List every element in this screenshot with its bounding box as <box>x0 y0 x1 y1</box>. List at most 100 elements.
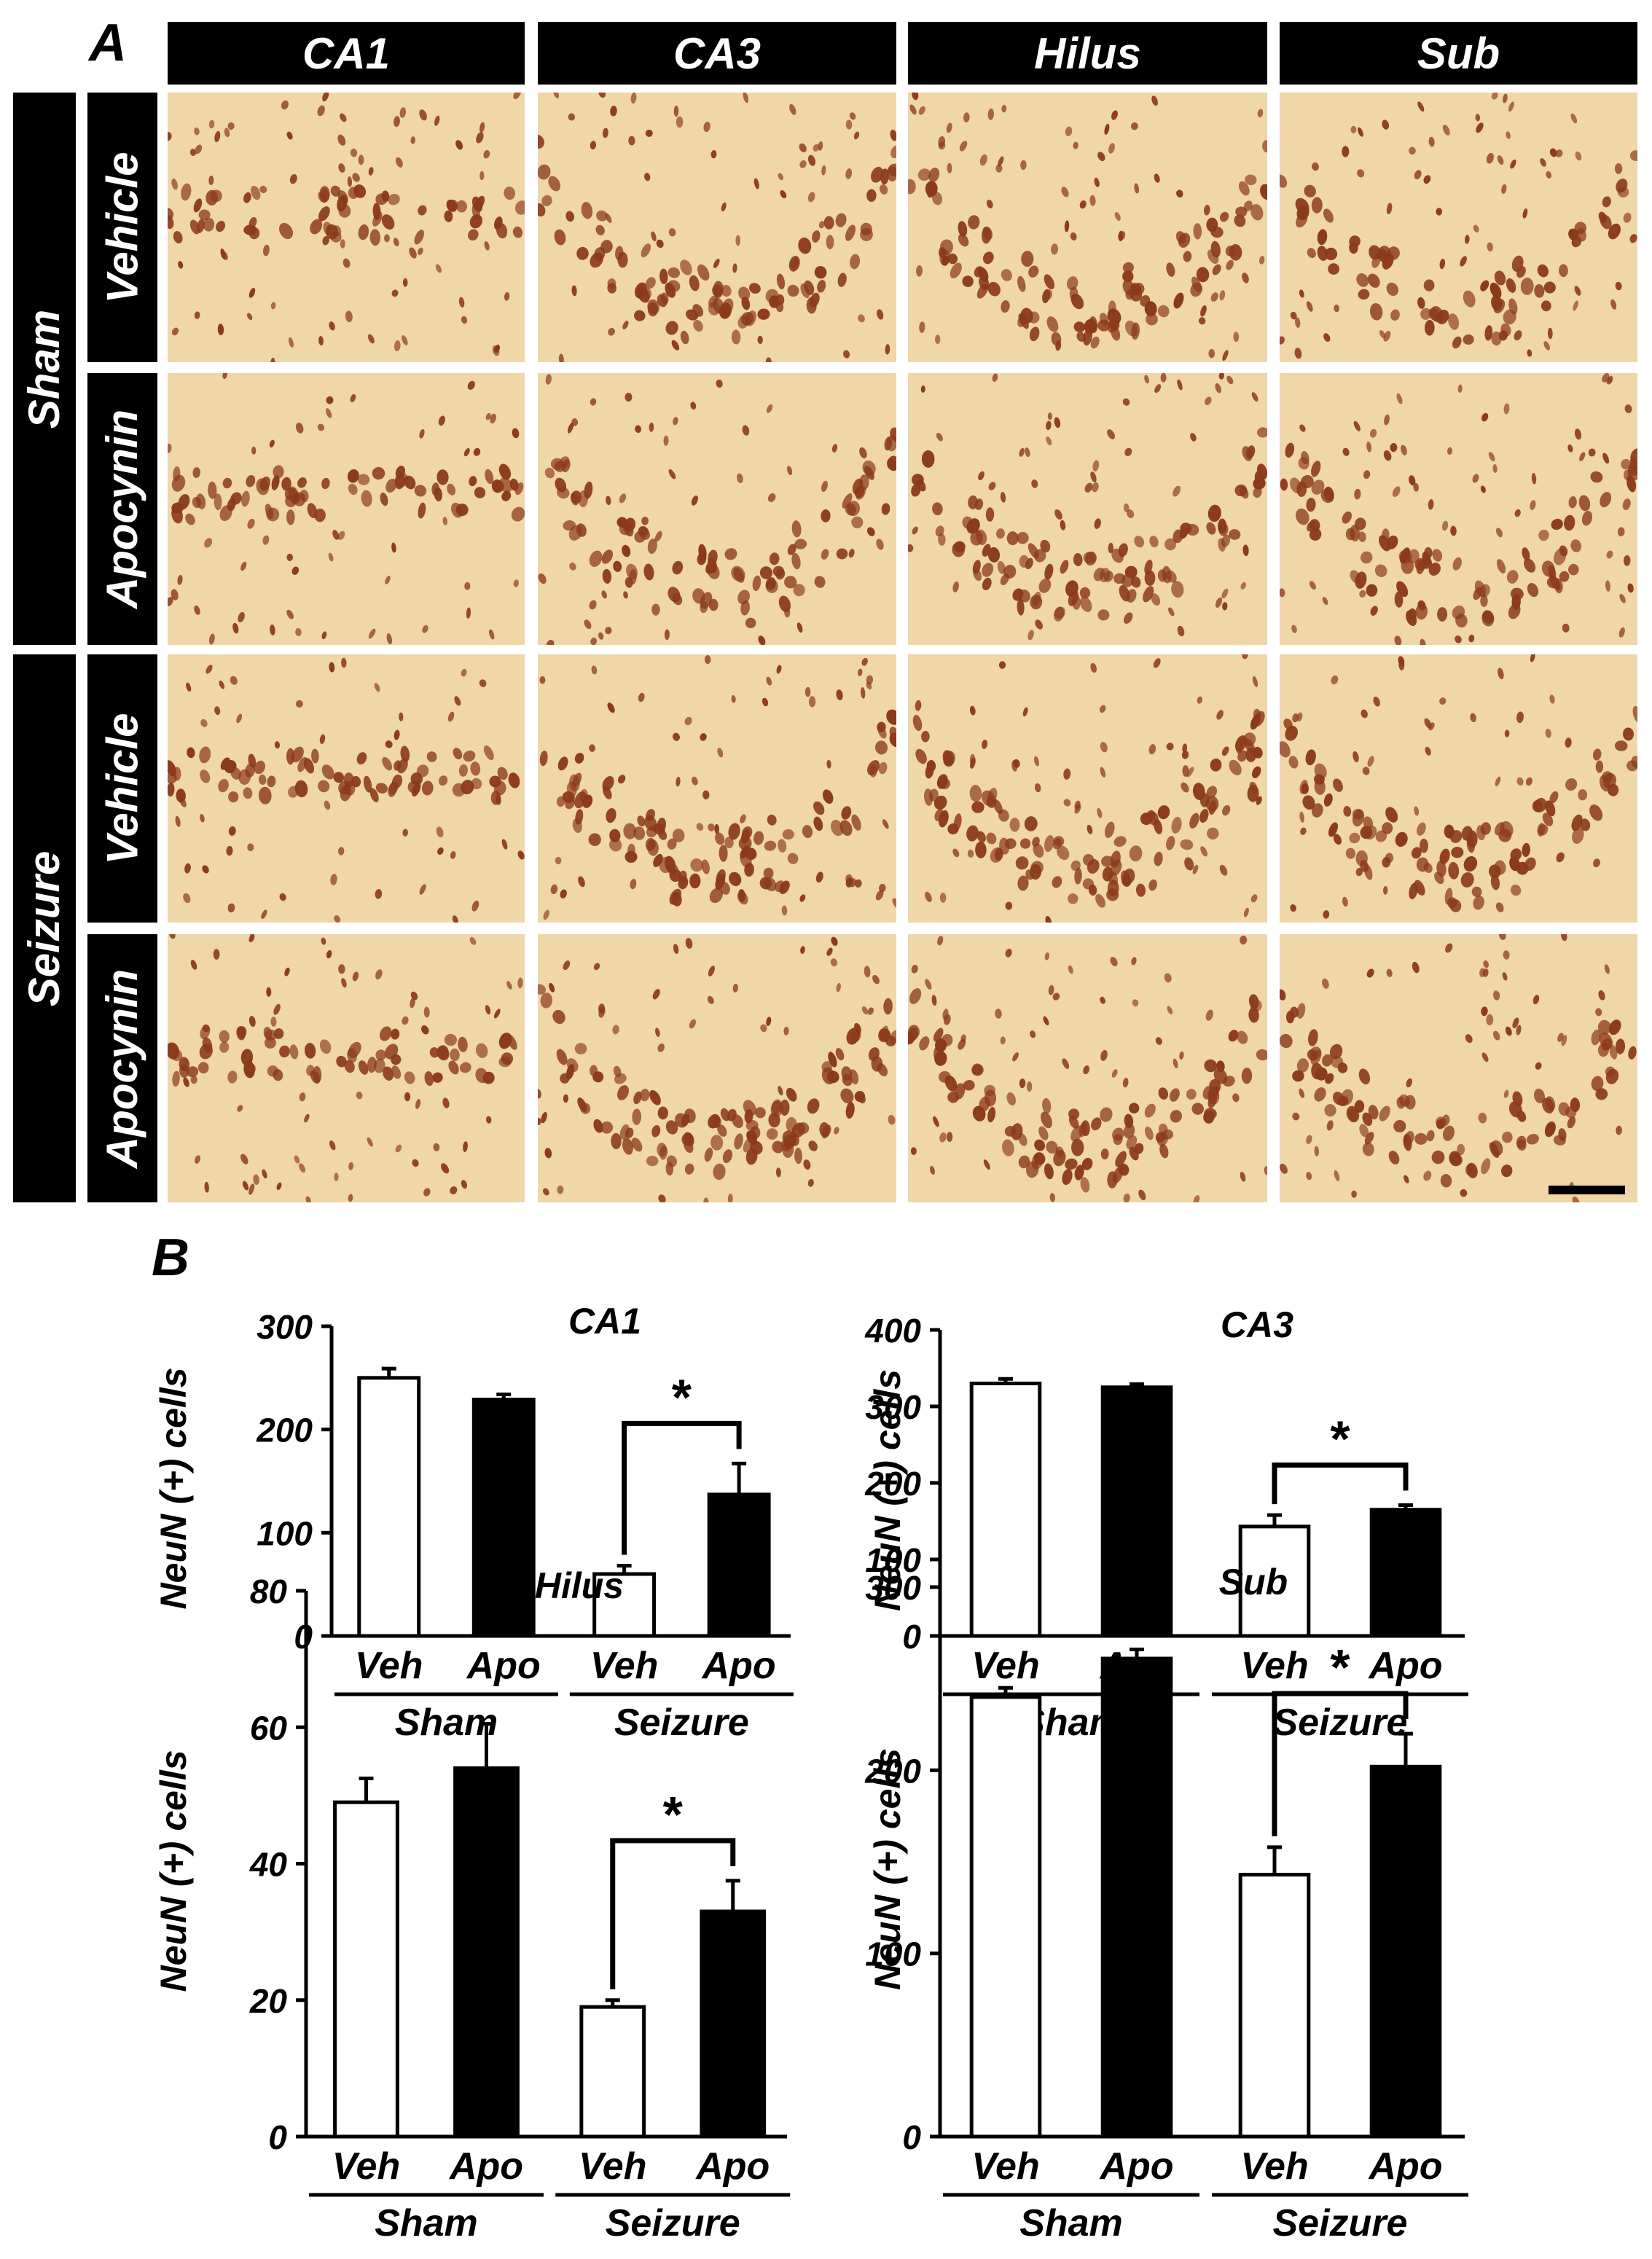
y-tick-label-hilus-80: 80 <box>250 1573 288 1610</box>
significance-marker-sub: * <box>1330 1639 1350 1696</box>
bar-hilus-apo-1 <box>453 1766 520 2139</box>
bar-sub-apo-1 <box>1100 1656 1173 2139</box>
y-tick-label-ca3-100: 100 <box>865 1541 921 1579</box>
group-label-hilus-0: Sham <box>375 2202 478 2244</box>
significance-marker-ca3: * <box>1330 1410 1350 1467</box>
bar-ca1-veh-0 <box>357 1376 421 1638</box>
y-axis-label-ca3: NeuN (+) cells <box>867 1369 908 1611</box>
x-tick-label-hilus-0: Veh <box>332 2145 400 2188</box>
y-tick-label-ca1-0: 0 <box>294 1618 313 1656</box>
bar-ca3-veh-2 <box>1238 1524 1311 1638</box>
significance-bracket-sub <box>1272 1691 1409 1836</box>
significance-bracket-ca3 <box>1272 1462 1409 1505</box>
micrograph-sub-row1 <box>1280 93 1637 362</box>
x-tick-label-ca1-0: Veh <box>355 1645 423 1687</box>
chart-title-ca1: CA1 <box>568 1301 641 1342</box>
significance-marker-ca1: * <box>672 1369 692 1425</box>
y-tick-label-ca3-300: 300 <box>865 1388 921 1426</box>
y-axis-label-ca1: NeuN (+) cells <box>153 1367 194 1609</box>
x-tick-label-sub-3: Apo <box>1367 2145 1442 2188</box>
significance-bracket-hilus <box>610 1838 736 1989</box>
micrograph-sub-row3 <box>1280 654 1637 923</box>
row-label-seizure-vehicle: Vehicle <box>87 654 157 923</box>
bar-sub-veh-0 <box>969 1695 1042 2139</box>
y-tick-label-ca3-400: 400 <box>864 1312 921 1350</box>
bar-ca1-apo-1 <box>471 1398 536 1638</box>
chart-title-sub: Sub <box>1219 1562 1288 1602</box>
x-tick-label-ca1-3: Apo <box>701 1645 776 1687</box>
x-tick-label-ca3-0: Veh <box>971 1645 1039 1687</box>
bar-hilus-veh-0 <box>333 1800 399 2139</box>
y-tick-label-sub-0: 0 <box>902 2118 921 2156</box>
x-tick-label-sub-2: Veh <box>1240 2145 1308 2188</box>
x-tick-label-sub-0: Veh <box>971 2145 1039 2188</box>
y-tick-label-ca1-300: 300 <box>257 1308 313 1346</box>
panel-b-letter: B <box>152 1229 189 1287</box>
micrograph-hilus-row1 <box>908 93 1267 362</box>
bar-sub-apo-3 <box>1369 1764 1442 2139</box>
y-tick-label-hilus-40: 40 <box>249 1846 288 1884</box>
x-tick-label-hilus-1: Apo <box>448 2145 523 2188</box>
micrograph-sub-row4 <box>1280 934 1637 1202</box>
chart-title-ca3: CA3 <box>1221 1304 1293 1345</box>
scale-bar <box>1549 1186 1625 1194</box>
x-tick-label-ca3-2: Veh <box>1240 1645 1308 1687</box>
micrograph-ca1-row1 <box>168 93 525 362</box>
row-label-seizure-apocynin: Apocynin <box>87 934 157 1202</box>
group-label-ca3-1: Seizure <box>1273 1702 1408 1744</box>
column-header-hilus: Hilus <box>908 22 1267 85</box>
column-header-sub: Sub <box>1280 22 1637 85</box>
y-tick-label-ca1-100: 100 <box>257 1514 313 1552</box>
y-tick-label-sub-200: 200 <box>864 1752 921 1790</box>
x-tick-label-hilus-2: Veh <box>579 2145 646 2188</box>
y-tick-label-sub-100: 100 <box>865 1935 921 1973</box>
micrograph-ca3-row4 <box>538 934 896 1202</box>
micrograph-sub-row2 <box>1280 373 1637 645</box>
row-label-sham-vehicle: Vehicle <box>87 93 157 362</box>
bar-sub-veh-2 <box>1238 1873 1311 2139</box>
x-tick-label-ca1-1: Apo <box>466 1645 541 1687</box>
x-tick-label-ca3-3: Apo <box>1367 1645 1442 1687</box>
significance-bracket-ca1 <box>622 1420 742 1555</box>
group-label-hilus-1: Seizure <box>606 2202 740 2244</box>
bar-ca1-veh-2 <box>592 1572 657 1638</box>
bar-hilus-apo-3 <box>700 1909 767 2139</box>
group-label-seizure: Seizure <box>13 654 76 1202</box>
y-tick-label-hilus-60: 60 <box>250 1709 288 1747</box>
micrograph-ca1-row3 <box>168 654 525 923</box>
group-label-sub-0: Sham <box>1019 2202 1123 2244</box>
y-tick-label-hilus-20: 20 <box>249 1982 288 2020</box>
bar-ca3-apo-1 <box>1100 1385 1173 1638</box>
micrograph-ca1-row4 <box>168 934 525 1202</box>
micrograph-ca3-row2 <box>538 373 896 645</box>
micrograph-ca1-row2 <box>168 373 525 645</box>
group-label-sub-1: Seizure <box>1273 2202 1408 2244</box>
y-axis-label-hilus: NeuN (+) cells <box>153 1750 194 1992</box>
y-tick-label-sub-300: 300 <box>865 1569 921 1607</box>
significance-marker-hilus: * <box>663 1786 684 1843</box>
group-label-ca1-1: Seizure <box>614 1702 749 1744</box>
bar-ca3-veh-0 <box>969 1382 1042 1638</box>
chart-title-hilus: Hilus <box>535 1565 624 1606</box>
y-axis-label-sub: NeuN (+) cells <box>867 1748 908 1990</box>
panel-a-letter: A <box>89 14 127 72</box>
micrograph-hilus-row4 <box>908 934 1267 1202</box>
group-label-sham: Sham <box>13 93 76 645</box>
micrograph-hilus-row3 <box>908 654 1267 923</box>
x-tick-label-hilus-3: Apo <box>694 2145 770 2188</box>
y-tick-label-ca1-200: 200 <box>256 1412 313 1449</box>
y-tick-label-hilus-0: 0 <box>268 2118 287 2156</box>
bar-hilus-veh-2 <box>579 2005 646 2139</box>
x-tick-label-sub-1: Apo <box>1098 2145 1173 2188</box>
row-label-sham-apocynin: Apocynin <box>87 373 157 645</box>
y-tick-label-ca3-200: 200 <box>864 1465 921 1503</box>
y-tick-label-ca3-0: 0 <box>902 1618 921 1656</box>
x-tick-label-ca1-2: Veh <box>590 1645 658 1687</box>
micrograph-ca3-row1 <box>538 93 896 362</box>
column-header-ca1: CA1 <box>168 22 525 85</box>
micrograph-ca3-row3 <box>538 654 896 923</box>
column-header-ca3: CA3 <box>538 22 896 85</box>
micrograph-hilus-row2 <box>908 373 1267 645</box>
bar-ca1-apo-3 <box>707 1492 771 1638</box>
